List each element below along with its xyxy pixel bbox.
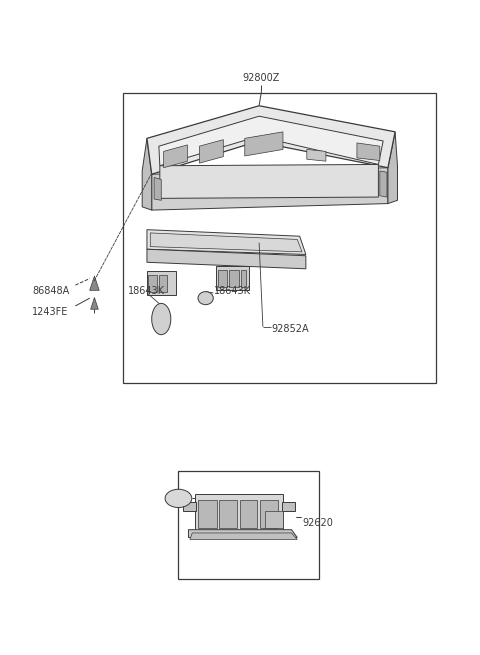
Polygon shape bbox=[190, 533, 297, 540]
Bar bbox=[148, 275, 157, 292]
Ellipse shape bbox=[165, 489, 192, 508]
Text: 92800Z: 92800Z bbox=[243, 73, 280, 83]
Bar bbox=[217, 270, 227, 287]
Text: 92852A: 92852A bbox=[271, 324, 309, 334]
Bar bbox=[123, 93, 436, 383]
Polygon shape bbox=[357, 143, 380, 160]
Polygon shape bbox=[150, 233, 302, 252]
Polygon shape bbox=[245, 132, 283, 156]
Polygon shape bbox=[147, 105, 395, 174]
Bar bbox=[241, 270, 246, 287]
Bar bbox=[159, 275, 168, 292]
Text: 18643K: 18643K bbox=[128, 286, 165, 296]
Polygon shape bbox=[388, 132, 397, 204]
Polygon shape bbox=[142, 138, 152, 210]
Polygon shape bbox=[159, 116, 383, 166]
Text: 86848A: 86848A bbox=[33, 286, 70, 296]
Bar bbox=[199, 500, 216, 529]
Bar bbox=[260, 500, 278, 529]
Polygon shape bbox=[160, 164, 378, 198]
Polygon shape bbox=[195, 494, 283, 533]
Text: 1243FE: 1243FE bbox=[33, 307, 69, 317]
Polygon shape bbox=[164, 145, 188, 168]
Bar bbox=[229, 270, 239, 287]
Polygon shape bbox=[189, 530, 297, 538]
Polygon shape bbox=[147, 230, 306, 254]
Polygon shape bbox=[265, 512, 283, 529]
Text: 92620: 92620 bbox=[302, 518, 333, 528]
Polygon shape bbox=[199, 140, 223, 163]
Bar bbox=[216, 266, 249, 290]
Polygon shape bbox=[183, 502, 196, 512]
Polygon shape bbox=[91, 297, 98, 309]
Bar bbox=[147, 271, 176, 295]
Bar bbox=[240, 500, 257, 529]
Polygon shape bbox=[147, 250, 306, 269]
Polygon shape bbox=[380, 171, 387, 197]
Polygon shape bbox=[154, 178, 161, 200]
Text: 18643K: 18643K bbox=[214, 286, 251, 296]
Polygon shape bbox=[307, 149, 326, 161]
Polygon shape bbox=[152, 168, 388, 210]
Ellipse shape bbox=[152, 303, 171, 335]
Bar bbox=[178, 471, 319, 578]
Polygon shape bbox=[282, 502, 295, 512]
Ellipse shape bbox=[198, 291, 213, 305]
Polygon shape bbox=[90, 276, 99, 290]
Bar bbox=[218, 500, 237, 529]
